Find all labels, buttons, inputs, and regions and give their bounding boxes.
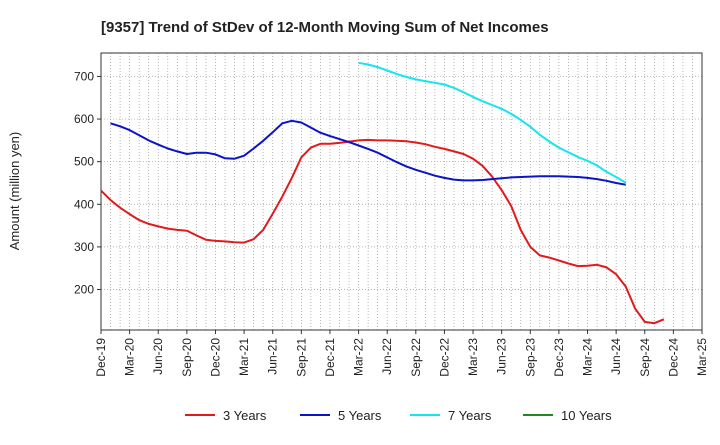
series-layer	[100, 61, 665, 325]
legend-label: 5 Years	[338, 408, 382, 423]
x-tick-label: Dec-19	[94, 338, 108, 377]
legend: 3 Years 5 Years 7 Years 10 Years	[185, 408, 612, 423]
chart-title: [9357] Trend of StDev of 12-Month Moving…	[101, 19, 549, 36]
y-tick-label: 700	[74, 69, 94, 83]
x-tick-label: Jun-21	[266, 338, 280, 375]
x-tick-label: Dec-23	[552, 338, 566, 377]
x-tick-label: Mar-20	[123, 338, 137, 376]
legend-label: 7 Years	[448, 408, 492, 423]
grid-layer	[101, 53, 702, 330]
x-tick-layer: Dec-19 Mar-20 Jun-20 Sep-20 Dec-20 Mar-21 Jun-…	[94, 330, 709, 377]
x-tick-label: Mar-21	[237, 338, 251, 376]
x-tick-label: Sep-22	[409, 338, 423, 377]
x-tick-label: Jun-22	[380, 338, 394, 375]
y-tick-label: 300	[74, 240, 94, 254]
legend-label: 3 Years	[223, 408, 267, 423]
x-tick-label: Jun-20	[151, 338, 165, 375]
x-tick-label: Dec-21	[323, 338, 337, 377]
x-tick-label: Sep-20	[180, 338, 194, 377]
y-tick-label: 400	[74, 197, 94, 211]
x-tick-label: Dec-24	[666, 338, 680, 377]
x-tick-label: Sep-23	[523, 338, 537, 377]
x-tick-label: Sep-21	[294, 338, 308, 377]
x-tick-label: Mar-24	[581, 338, 595, 376]
x-tick-label: Dec-22	[437, 338, 451, 377]
x-tick-label: Sep-24	[638, 338, 652, 377]
y-tick-label: 200	[74, 283, 94, 297]
x-tick-label: Jun-24	[609, 338, 623, 375]
x-tick-label: Jun-23	[495, 338, 509, 375]
x-tick-label: Dec-20	[208, 338, 222, 377]
x-tick-label: Mar-22	[352, 338, 366, 376]
y-tick-label: 500	[74, 155, 94, 169]
x-tick-label: Mar-25	[695, 338, 709, 376]
x-tick-label: Mar-23	[466, 338, 480, 376]
series-line-7-years	[358, 61, 627, 184]
y-tick-label: 600	[74, 112, 94, 126]
legend-label: 10 Years	[561, 408, 612, 423]
y-axis-title: Amount (million yen)	[7, 132, 22, 251]
y-tick-layer: 200 300 400 500 600 700	[74, 69, 101, 297]
series-line-5-years	[110, 119, 626, 186]
plot-area-frame	[100, 52, 703, 331]
series-line-3-years	[100, 138, 665, 325]
